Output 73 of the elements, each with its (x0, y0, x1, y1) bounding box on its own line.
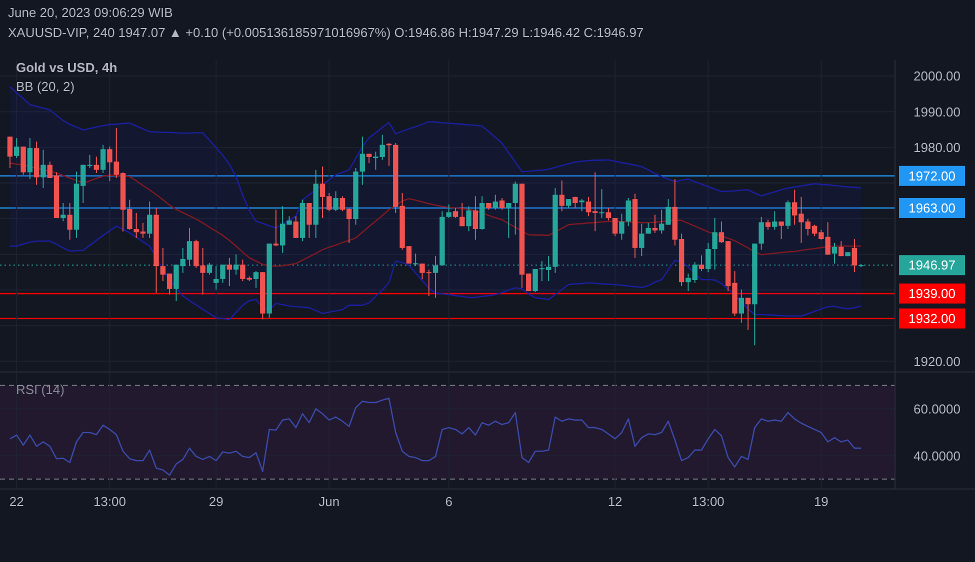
candlestick (612, 217, 618, 237)
y-tick-label: 1990.00 (914, 104, 960, 120)
candlestick (472, 196, 478, 240)
candlestick (532, 268, 538, 293)
candlestick (559, 180, 564, 212)
candlestick (214, 266, 219, 290)
ref-line-label: 1939.00 (908, 286, 956, 302)
x-tick-label: 13:00 (692, 494, 724, 509)
candlestick (499, 197, 505, 210)
y-tick-label: 60.0000 (914, 401, 960, 416)
candlestick (698, 254, 704, 272)
candlestick (452, 207, 458, 218)
candlestick (579, 198, 584, 212)
y-tick-label: 1920.00 (914, 354, 960, 369)
candlestick (360, 136, 365, 186)
candlestick (619, 213, 624, 240)
y-tick-label: 2000.00 (914, 68, 960, 84)
text: June 20, 2023 09:06:29 WIB (8, 5, 173, 20)
candlestick (147, 201, 152, 238)
candlestick (492, 194, 498, 210)
candlestick (460, 202, 465, 227)
text: RSI (14) (16, 382, 64, 397)
candlestick (333, 190, 338, 212)
candlestick (226, 257, 232, 287)
candlestick (94, 156, 100, 174)
ref-line-label: 1932.00 (908, 311, 956, 326)
line-series (9, 162, 862, 267)
x-tick-label: 6 (445, 494, 452, 509)
annotation: Gold vs USD, 4h (16, 60, 118, 75)
candlestick (466, 206, 472, 232)
candlestick (745, 297, 751, 330)
candlestick (293, 216, 298, 238)
candlestick (606, 207, 612, 221)
candlestick (758, 216, 764, 250)
candlestick (832, 242, 838, 264)
x-tick-label: 12 (608, 494, 622, 509)
candlestick (67, 202, 72, 240)
x-tick-label: 22 (9, 494, 24, 509)
candlestick (652, 214, 658, 234)
y-tick-label: 1980.00 (914, 140, 960, 155)
x-tick-label: 19 (814, 494, 828, 509)
candlestick (273, 209, 279, 247)
candlestick (738, 289, 744, 324)
candlestick (765, 219, 771, 230)
ref-line-label: 1972.00 (908, 168, 956, 184)
line-series (9, 226, 862, 320)
candlestick (60, 202, 66, 222)
chart-title: XAUUSD-VIP, 240 1947.07 ▲ +0.10 (+0.005136185971016967%) O:1946.86 H:1947.29 L:1946.42 C:1946.97 (8, 25, 644, 40)
line-series (9, 398, 862, 476)
candlestick (100, 144, 106, 174)
candlestick (512, 181, 518, 236)
annotation: BB (20, 2) (16, 79, 75, 94)
candlestick (446, 204, 452, 218)
candlestick (253, 270, 259, 288)
candlestick (7, 136, 13, 169)
ref-line-label: 1946.97 (908, 258, 956, 273)
candlestick (785, 200, 791, 230)
candlestick (306, 202, 312, 238)
candlestick (852, 238, 858, 273)
y-tick-label: 40.0000 (914, 448, 960, 464)
candlestick (778, 221, 784, 240)
ref-line-label: 1963.00 (908, 200, 956, 216)
x-tick-label: 13:00 (93, 494, 126, 509)
candlestick (626, 197, 631, 227)
x-tick-label: 29 (208, 494, 224, 509)
candlestick (639, 223, 644, 257)
x-tick-label: Jun (318, 494, 340, 509)
candlestick (599, 188, 604, 218)
candlestick (14, 138, 20, 159)
candlestick (772, 210, 778, 230)
candlestick (506, 202, 512, 238)
candlestick (838, 240, 844, 257)
candlestick (40, 149, 46, 189)
